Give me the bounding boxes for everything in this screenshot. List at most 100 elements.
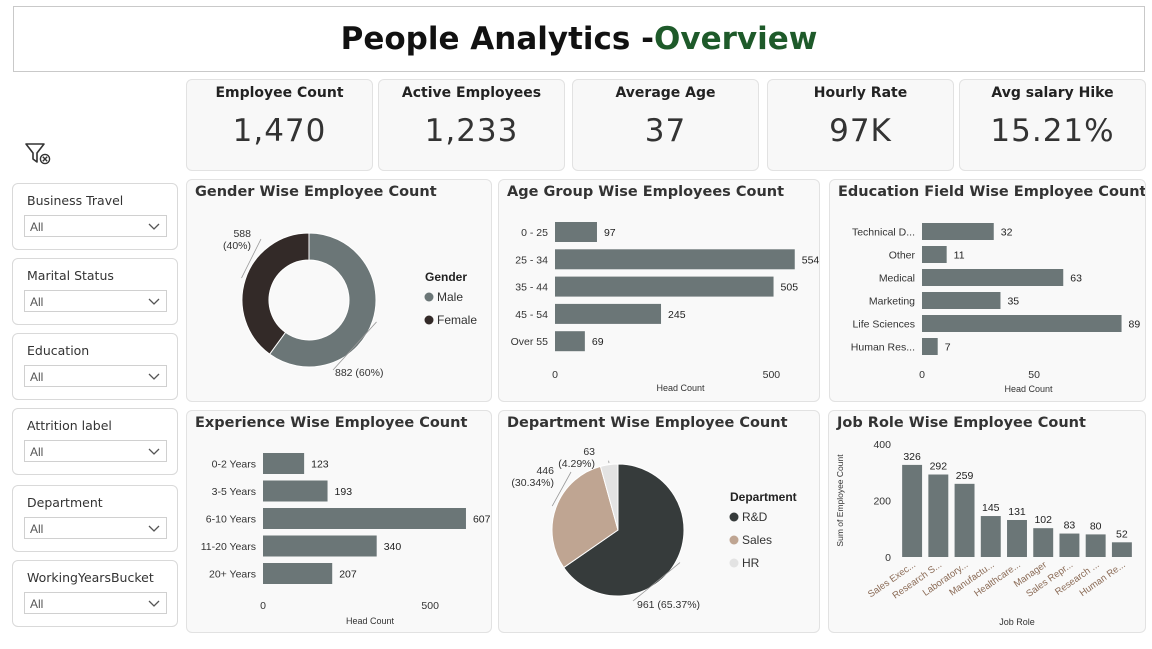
category-label: 0-2 Years — [212, 459, 256, 471]
category-label: 35 - 44 — [515, 282, 548, 294]
business-travel-dropdown[interactable]: All — [24, 215, 167, 237]
tick-label: 400 — [873, 439, 891, 451]
dropdown-value: All — [30, 445, 44, 459]
axis-title: Head Count — [1004, 384, 1053, 394]
legend-title: Gender — [425, 270, 467, 284]
slicer-label: Department — [27, 495, 103, 510]
data-label: 145 — [982, 502, 1000, 514]
data-label: 69 — [592, 336, 604, 348]
legend-entry: HR — [742, 556, 760, 570]
bar-45-54 — [555, 303, 662, 324]
slicer-label: Attrition label — [27, 418, 112, 433]
category-label: Medical — [879, 273, 915, 285]
bar-other — [922, 246, 947, 263]
chart-title: Department Wise Employee Count — [507, 415, 788, 431]
axis-title: Head Count — [346, 616, 395, 626]
chevron-down-icon — [148, 373, 160, 380]
attrition-label-dropdown[interactable]: All — [24, 440, 167, 462]
bar-manager — [1033, 528, 1054, 557]
bar-11-20-years — [263, 535, 377, 557]
slice-sales — [551, 465, 619, 569]
legend-marker-hr — [729, 558, 739, 568]
page-title-accent: Overview — [654, 21, 818, 57]
department-chart-panel: Department Wise Employee Count 961 (65.3… — [498, 410, 820, 633]
legend-title: Department — [730, 490, 797, 504]
kpi-value: 37 — [644, 113, 687, 149]
page-title-main: People Analytics - — [340, 21, 655, 57]
slicer-education: Education All — [12, 333, 178, 400]
bar-technical-d — [922, 223, 994, 240]
data-label: 83 — [1064, 520, 1076, 532]
bar-human-res — [922, 338, 938, 355]
data-label: (40%) — [223, 240, 251, 252]
working-years-bucket-dropdown[interactable]: All — [24, 592, 167, 614]
kpi-label: Avg salary Hike — [991, 85, 1114, 101]
chart-title: Education Field Wise Employee Count — [838, 184, 1146, 200]
chevron-down-icon — [148, 223, 160, 230]
kpi-value: 1,470 — [232, 113, 327, 149]
tick-label: 0 — [885, 552, 891, 564]
gender-donut-chart: 882 (60%) 588(40%) Gender Male Female — [223, 228, 477, 379]
data-label: 97 — [604, 227, 616, 239]
bar-research — [1085, 534, 1106, 557]
data-label: 259 — [956, 470, 974, 482]
tick-label: 200 — [873, 496, 891, 508]
leader-line — [241, 238, 262, 279]
bar-6-10-years — [263, 508, 466, 529]
data-label: 554 — [802, 254, 820, 266]
bar-sales-exec — [902, 464, 923, 557]
category-label: Other — [889, 250, 916, 262]
filter-clear-icon[interactable] — [24, 140, 52, 168]
tick-label: 0 — [919, 369, 925, 381]
gender-chart-panel: Gender Wise Employee Count 882 (60%) 588(… — [186, 179, 492, 402]
bar-research-s — [928, 474, 949, 557]
dropdown-value: All — [30, 522, 44, 536]
data-label: 102 — [1034, 514, 1052, 526]
slicer-business-travel: Business Travel All — [12, 183, 178, 250]
category-label: Over 55 — [511, 336, 549, 348]
data-label: 505 — [781, 282, 799, 294]
education-dropdown[interactable]: All — [24, 365, 167, 387]
chevron-down-icon — [148, 298, 160, 305]
bar-0-25 — [555, 222, 597, 242]
slice-male — [268, 232, 377, 368]
kpi-employee-count: Employee Count 1,470 — [186, 79, 373, 171]
marital-status-dropdown[interactable]: All — [24, 290, 167, 312]
slicer-department: Department All — [12, 485, 178, 552]
slicer-label: Marital Status — [27, 268, 114, 283]
page-title: People Analytics - Overview — [13, 6, 1145, 72]
legend-marker-r-d — [729, 512, 739, 522]
tick-label: 50 — [1028, 369, 1040, 381]
slicer-working-years-bucket: WorkingYearsBucket All — [12, 560, 178, 627]
job-role-chart-panel: Job Role Wise Employee Count 0 200 400 326 S… — [828, 410, 1146, 633]
data-label: 131 — [1008, 506, 1026, 518]
category-label: 25 - 34 — [515, 254, 548, 266]
slice-r-d — [563, 463, 685, 597]
bar-3-5-years — [263, 480, 328, 502]
data-label: 207 — [339, 569, 357, 581]
department-dropdown[interactable]: All — [24, 517, 167, 539]
data-label: 292 — [930, 461, 948, 473]
legend-entry: R&D — [742, 510, 768, 524]
education-field-chart-panel: Education Field Wise Employee Count Tech… — [829, 179, 1146, 402]
dropdown-value: All — [30, 370, 44, 384]
data-label: 89 — [1129, 319, 1141, 331]
category-label: Marketing — [869, 296, 915, 308]
bar-manufactu — [980, 516, 1001, 557]
dropdown-value: All — [30, 597, 44, 611]
bar-over-55 — [555, 331, 585, 352]
category-label: 45 - 54 — [515, 309, 548, 321]
department-pie-chart: 961 (65.37%) 446(30.34%) 63(4.29%) Departme… — [511, 446, 797, 611]
data-label: 63 — [1070, 273, 1082, 285]
chevron-down-icon — [148, 448, 160, 455]
category-label: Technical D... — [852, 227, 915, 239]
axis-title: Job Role — [999, 617, 1035, 627]
bar-human-re — [1111, 542, 1132, 557]
data-label: 52 — [1116, 528, 1128, 540]
data-label: 588 — [233, 228, 251, 240]
experience-bar-chart: 0-2 Years 123 3-5 Years 193 6-10 Years 607 11-… — [201, 453, 491, 626]
leader-line — [632, 562, 681, 602]
data-label: 32 — [1001, 227, 1013, 239]
data-label: 35 — [1007, 296, 1019, 308]
slicer-label: Business Travel — [27, 193, 124, 208]
